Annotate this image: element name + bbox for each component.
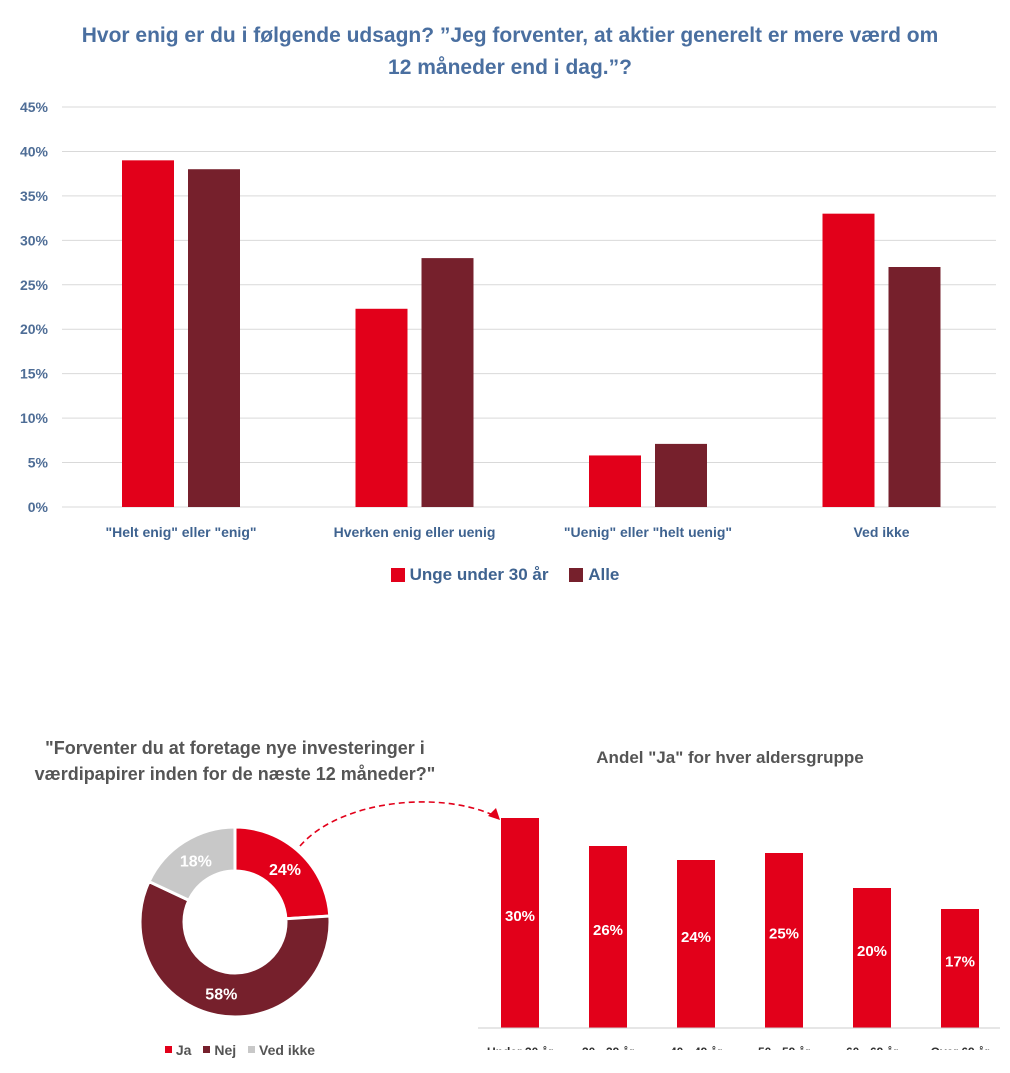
donut-legend: Ja Nej Ved ikke: [130, 1040, 350, 1058]
legend-item-ved-ikke: Ved ikke: [248, 1042, 315, 1058]
age-bar: [589, 846, 627, 1028]
legend-swatch: [164, 1046, 172, 1053]
legend-label: Ja: [175, 1041, 192, 1058]
y-tick-label: 35%: [20, 188, 49, 204]
y-tick-label: 15%: [20, 366, 49, 382]
lower-charts: 24% 58% 18% 30% Under 30 år 26% 30 - 39 år 24%…: [138, 801, 1000, 1050]
age-bar: [501, 818, 539, 1028]
legend-item-series-2: Alle: [569, 565, 619, 585]
x-tick-label: Ved ikke: [853, 524, 909, 540]
x-axis-ticks: "Helt enig" eller "enig" Hverken enig ell…: [105, 524, 909, 540]
age-x-tick-label: Over 69 år: [931, 1045, 990, 1050]
y-tick-label: 0%: [28, 499, 49, 515]
donut-slice: [138, 879, 332, 1019]
x-tick-label: Hverken enig eller uenig: [334, 524, 496, 540]
age-bar: [853, 888, 891, 1028]
age-bar-value-label: 17%: [945, 954, 975, 971]
y-tick-label: 40%: [20, 143, 49, 159]
legend-item-series-1: Unge under 30 år: [390, 565, 549, 585]
legend-swatch: [569, 568, 584, 582]
age-bar: [677, 860, 715, 1028]
age-bar-chart: 30% Under 30 år 26% 30 - 39 år 24% 40 - 49 år…: [487, 818, 990, 1050]
y-tick-label: 45%: [20, 99, 49, 115]
age-x-tick-label: 60 - 69 år: [846, 1045, 898, 1050]
legend-label: Alle: [588, 565, 620, 584]
legend-swatch: [390, 568, 405, 582]
legend-label: Ved ikke: [259, 1041, 316, 1058]
bar-chart-agreement: 0% 5% 10% 15% 20% 25% 30% 35% 40% 45% "Helt enig"…: [20, 99, 996, 540]
bar: [822, 213, 875, 507]
legend-label: Nej: [214, 1041, 237, 1058]
bar: [888, 267, 941, 507]
donut-value-label: 18%: [180, 853, 212, 870]
age-bar-value-label: 25%: [769, 926, 799, 943]
y-tick-label: 30%: [20, 232, 49, 248]
age-x-tick-label: 40 - 49 år: [670, 1045, 722, 1050]
y-axis-ticks: 0% 5% 10% 15% 20% 25% 30% 35% 40% 45%: [20, 99, 49, 515]
age-x-tick-label: 50 - 59 år: [758, 1045, 810, 1050]
legend-swatch: [203, 1046, 211, 1053]
donut-chart-title: "Forventer du at foretage nye investerin…: [34, 738, 436, 784]
bars: [122, 160, 941, 508]
bar: [421, 258, 474, 507]
donut-chart: 24% 58% 18%: [138, 825, 332, 1019]
age-x-tick-label: 30 - 39 år: [582, 1045, 634, 1050]
chart-title: Hvor enig er du i følgende udsagn? ”Jeg …: [81, 24, 939, 79]
legend: Unge under 30 år Alle: [0, 565, 1010, 587]
donut-value-label: 24%: [269, 862, 301, 879]
age-chart-title: Andel "Ja" for hver aldersgruppe: [596, 748, 864, 767]
connector-arrowhead: [488, 808, 500, 820]
donut-slice: [147, 825, 237, 903]
legend-item-nej: Nej: [203, 1042, 236, 1058]
y-tick-label: 5%: [28, 455, 49, 471]
bar: [188, 169, 240, 507]
donut-slice: [233, 825, 332, 921]
age-bar-value-label: 30%: [505, 908, 535, 925]
y-tick-label: 20%: [20, 321, 49, 337]
y-tick-label: 10%: [20, 410, 49, 426]
legend-swatch: [248, 1046, 256, 1053]
bar: [122, 160, 174, 508]
x-tick-label: "Uenig" eller "helt uenig": [564, 524, 732, 540]
connector-arrow: [299, 801, 496, 847]
age-bar-value-label: 24%: [681, 929, 711, 946]
age-x-tick-label: Under 30 år: [487, 1045, 553, 1050]
y-tick-label: 25%: [20, 277, 49, 293]
legend-label: Unge under 30 år: [409, 565, 549, 584]
age-bar: [941, 909, 979, 1028]
bar: [655, 443, 707, 507]
age-bar: [765, 853, 803, 1028]
x-tick-label: "Helt enig" eller "enig": [105, 524, 256, 540]
age-bar-value-label: 26%: [593, 922, 623, 939]
bar: [589, 455, 641, 507]
bar: [355, 308, 408, 507]
age-bar-value-label: 20%: [857, 943, 887, 960]
legend-item-ja: Ja: [164, 1041, 192, 1058]
donut-value-label: 58%: [205, 987, 237, 1004]
